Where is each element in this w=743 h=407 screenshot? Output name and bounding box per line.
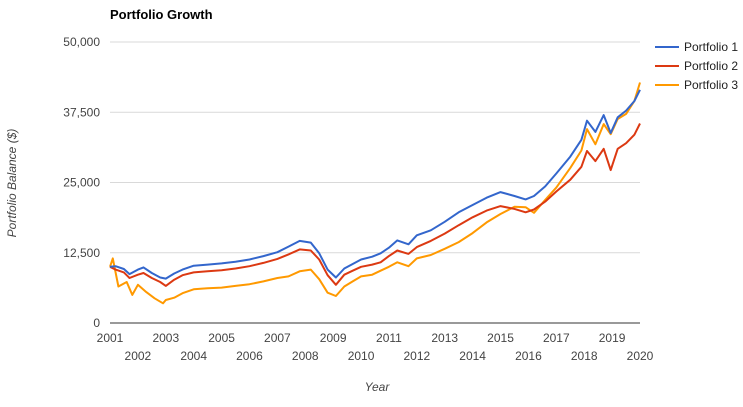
y-tick-label: 25,000 <box>63 176 100 190</box>
y-axis-ticks: 0 12,500 25,000 37,500 50,000 <box>63 35 100 330</box>
x-tick-label: 2003 <box>152 331 179 345</box>
y-axis-title: Portfolio Balance ($) <box>5 129 19 238</box>
x-tick-label: 2009 <box>320 331 347 345</box>
series-line-portfolio-1 <box>109 89 641 280</box>
series-line-portfolio-2 <box>109 123 641 287</box>
x-tick-label: 2012 <box>403 349 430 363</box>
legend: Portfolio 1 Portfolio 2 Portfolio 3 <box>655 40 738 92</box>
chart-title: Portfolio Growth <box>110 7 213 22</box>
x-tick-label: 2007 <box>264 331 291 345</box>
x-tick-label: 2010 <box>348 349 375 363</box>
x-tick-label: 2019 <box>599 331 626 345</box>
x-tick-label: 2017 <box>543 331 570 345</box>
y-tick-label: 37,500 <box>63 105 100 119</box>
x-tick-label: 2001 <box>97 331 124 345</box>
series-lines <box>109 82 641 305</box>
y-tick-label: 50,000 <box>63 35 100 49</box>
y-tick-label: 0 <box>93 316 100 330</box>
legend-label: Portfolio 1 <box>684 40 738 54</box>
x-tick-label: 2016 <box>515 349 542 363</box>
legend-label: Portfolio 3 <box>684 78 738 92</box>
x-tick-label: 2015 <box>487 331 514 345</box>
x-tick-label: 2004 <box>180 349 207 363</box>
x-tick-label: 2014 <box>459 349 486 363</box>
x-tick-label: 2018 <box>571 349 598 363</box>
x-tick-label: 2006 <box>236 349 263 363</box>
x-tick-label: 2005 <box>208 331 235 345</box>
x-tick-label: 2008 <box>292 349 319 363</box>
x-tick-label: 2011 <box>376 331 402 345</box>
x-tick-label: 2013 <box>431 331 458 345</box>
series-line-portfolio-3 <box>109 82 641 305</box>
x-tick-label: 2002 <box>125 349 152 363</box>
grid <box>110 41 640 324</box>
y-tick-label: 12,500 <box>63 246 100 260</box>
legend-label: Portfolio 2 <box>684 59 738 73</box>
x-axis-ticks: 2001 2003 2005 2007 2009 2011 2013 2015 2017 2019… <box>97 331 654 363</box>
x-tick-label: 2020 <box>627 349 654 363</box>
x-axis-title: Year <box>365 380 391 394</box>
